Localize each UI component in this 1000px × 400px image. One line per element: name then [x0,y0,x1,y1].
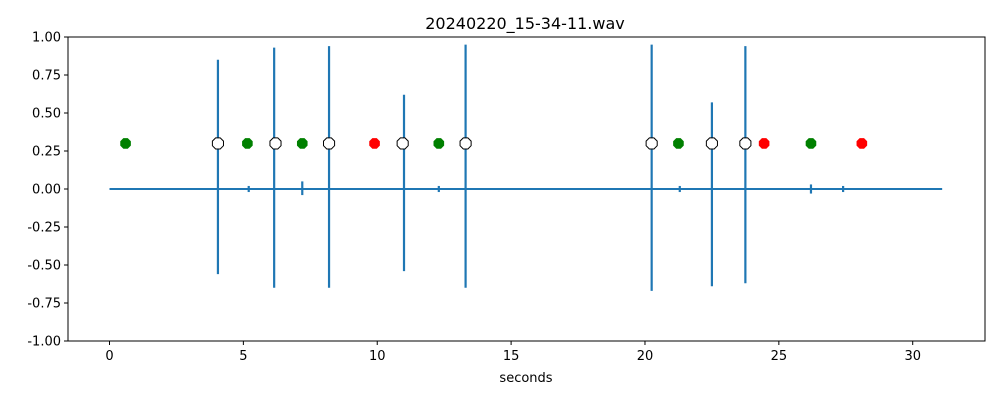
x-tick-label: 30 [904,349,921,364]
red-marker [758,138,770,149]
y-tick-label: 1.00 [32,31,61,46]
green-marker [805,138,817,149]
y-tick-label: -0.75 [27,297,61,312]
y-tick-label: -0.50 [27,259,61,274]
plot-area [109,44,943,291]
green-marker [296,138,308,149]
y-tick-label: 0.00 [32,183,61,198]
x-tick-label: 0 [105,349,113,364]
hollow-marker [269,137,282,150]
x-axis-label: seconds [499,371,552,386]
y-tick-label: 0.25 [32,145,61,160]
green-marker [673,138,684,149]
x-tick-label: 15 [503,349,520,364]
chart-title: 20240220_15-34-11.wav [425,14,625,34]
hollow-marker [396,137,409,150]
x-tick-label: 5 [239,349,247,364]
hollow-marker [645,137,658,150]
red-marker [369,138,380,149]
hollow-marker [323,137,336,150]
hollow-marker [211,137,224,150]
y-axis: -1.00 -0.75 -0.50 -0.25 0.00 0.25 0.50 0.75 1.00 [27,31,68,350]
red-marker [856,138,868,149]
y-tick-label: 0.50 [32,107,61,122]
green-marker [242,138,253,149]
y-tick-label: -0.25 [27,221,61,236]
x-tick-label: 25 [771,349,788,364]
hollow-marker [705,137,718,150]
green-marker [433,138,445,149]
green-marker [120,138,131,149]
x-tick-label: 10 [369,349,386,364]
hollow-marker [459,137,472,150]
hollow-marker [739,137,752,150]
y-tick-label: -1.00 [27,335,61,350]
y-tick-label: 0.75 [32,69,61,84]
x-tick-label: 20 [637,349,654,364]
x-axis: 0 5 10 15 20 25 30 [105,341,921,364]
